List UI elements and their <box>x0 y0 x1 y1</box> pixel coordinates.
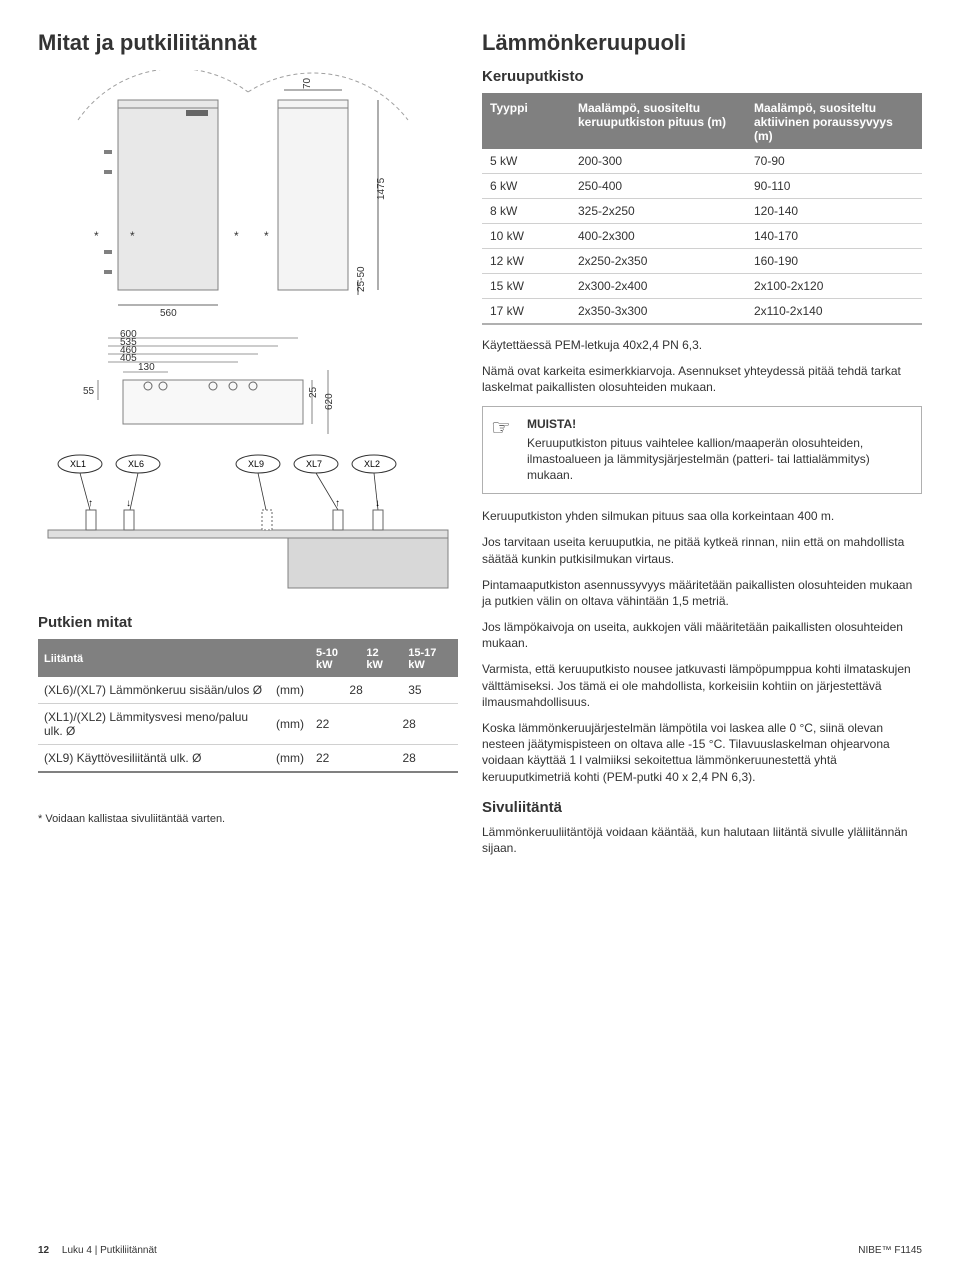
para-400m: Keruuputkiston yhden silmukan pituus saa… <box>482 508 922 524</box>
table-row: 10 kW400-2x300140-170 <box>482 224 922 249</box>
mitat-table: Liitäntä 5-10 kW 12 kW 15-17 kW (XL6)/(X… <box>38 639 458 773</box>
product-name: NIBE™ F1145 <box>858 1245 922 1256</box>
dim-620: 620 <box>324 393 335 410</box>
table-row: 12 kW2x250-2x350160-190 <box>482 249 922 274</box>
svg-text:↑: ↑ <box>335 498 340 509</box>
table-row: 15 kW2x300-2x4002x100-2x120 <box>482 274 922 299</box>
table-row: 5 kW200-30070-90 <box>482 149 922 174</box>
svg-text:*: * <box>264 229 269 243</box>
table-row: 8 kW325-2x250120-140 <box>482 199 922 224</box>
para-jaatymis: Koska lämmönkeruujärjestelmän lämpötila … <box>482 720 922 785</box>
svg-text:↓: ↓ <box>126 498 131 509</box>
page-footer: 12 Luku 4 | Putkiliitännät NIBE™ F1145 <box>38 1245 922 1256</box>
tag-xl2: XL2 <box>364 459 380 469</box>
dim-55: 55 <box>83 386 95 397</box>
svg-text:*: * <box>234 229 239 243</box>
dim-25: 25 <box>308 386 319 398</box>
para-nousee: Varmista, että keruuputkisto nousee jatk… <box>482 661 922 710</box>
section-title-left: Mitat ja putkiliitännät <box>38 30 458 56</box>
tag-xl7: XL7 <box>306 459 322 469</box>
keruu-h0: Tyyppi <box>482 94 570 149</box>
pipe-diagram: XL1 XL6 XL9 XL7 XL2 <box>38 450 458 600</box>
dim-70: 70 <box>302 77 313 89</box>
sivu-heading: Sivuliitäntä <box>482 799 922 816</box>
keruu-h2: Maalämpö, suositeltu aktiivinen poraussy… <box>746 94 922 149</box>
para-esimerkki: Nämä ovat karkeita esimerkkiarvoja. Asen… <box>482 363 922 395</box>
svg-text:*: * <box>94 229 99 243</box>
tilt-note: * Voidaan kallistaa sivuliitäntää varten… <box>38 813 458 825</box>
table-row: (XL9) Käyttövesiliitäntä ulk. Ø (mm) 22 … <box>38 745 458 773</box>
table-row: 17 kW2x350-3x3002x110-2x140 <box>482 299 922 325</box>
keruu-heading: Keruuputkisto <box>482 68 922 85</box>
svg-text:↑: ↑ <box>88 498 93 509</box>
tag-xl1: XL1 <box>70 459 86 469</box>
table-row: (XL6)/(XL7) Lämmönkeruu sisään/ulos Ø (m… <box>38 677 458 704</box>
muista-text: Keruuputkiston pituus vaihtelee kallion/… <box>527 435 909 484</box>
tag-xl9: XL9 <box>248 459 264 469</box>
mitat-heading: Putkien mitat <box>38 614 458 631</box>
keruu-table: Tyyppi Maalämpö, suositeltu keruuputkist… <box>482 93 922 325</box>
table-row: (XL1)/(XL2) Lämmitysvesi meno/paluu ulk.… <box>38 704 458 745</box>
muista-box: ☞ MUISTA! Keruuputkiston pituus vaihtele… <box>482 406 922 495</box>
mitat-h3: 12 kW <box>360 640 402 677</box>
page-number: 12 <box>38 1245 49 1256</box>
mitat-h2: 5-10 kW <box>310 640 360 677</box>
hand-icon: ☞ <box>491 415 511 441</box>
muista-title: MUISTA! <box>527 417 909 431</box>
svg-text:*: * <box>130 229 135 243</box>
tag-xl6: XL6 <box>128 459 144 469</box>
table-row: 6 kW250-40090-110 <box>482 174 922 199</box>
section-title-right: Lämmönkeruupuoli <box>482 30 922 56</box>
para-pem: Käytettäessä PEM-letkuja 40x2,4 PN 6,3. <box>482 337 922 353</box>
svg-text:↓: ↓ <box>375 498 380 509</box>
keruu-h1: Maalämpö, suositeltu keruuputkiston pitu… <box>570 94 746 149</box>
dim-130: 130 <box>138 362 155 373</box>
dim-405: 405 <box>120 353 137 364</box>
dim-560: 560 <box>160 308 177 319</box>
mitat-h0: Liitäntä <box>38 640 270 677</box>
dim-1475: 1475 <box>376 177 387 200</box>
para-kaivot: Jos lämpökaivoja on useita, aukkojen väl… <box>482 619 922 651</box>
para-sivu: Lämmönkeruuliitäntöjä voidaan kääntää, k… <box>482 824 922 856</box>
elevation-diagram: 70 1475 25-50 * * * * <box>38 70 458 320</box>
mitat-h4: 15-17 kW <box>402 640 458 677</box>
para-syvyys: Pintamaaputkiston asennussyvyys määritet… <box>482 577 922 609</box>
para-rinnan: Jos tarvitaan useita keruuputkia, ne pit… <box>482 534 922 566</box>
mitat-h1 <box>270 640 310 677</box>
plan-diagram: 600 535 460 405 130 <box>38 330 458 440</box>
dim-25-50: 25-50 <box>356 266 367 292</box>
